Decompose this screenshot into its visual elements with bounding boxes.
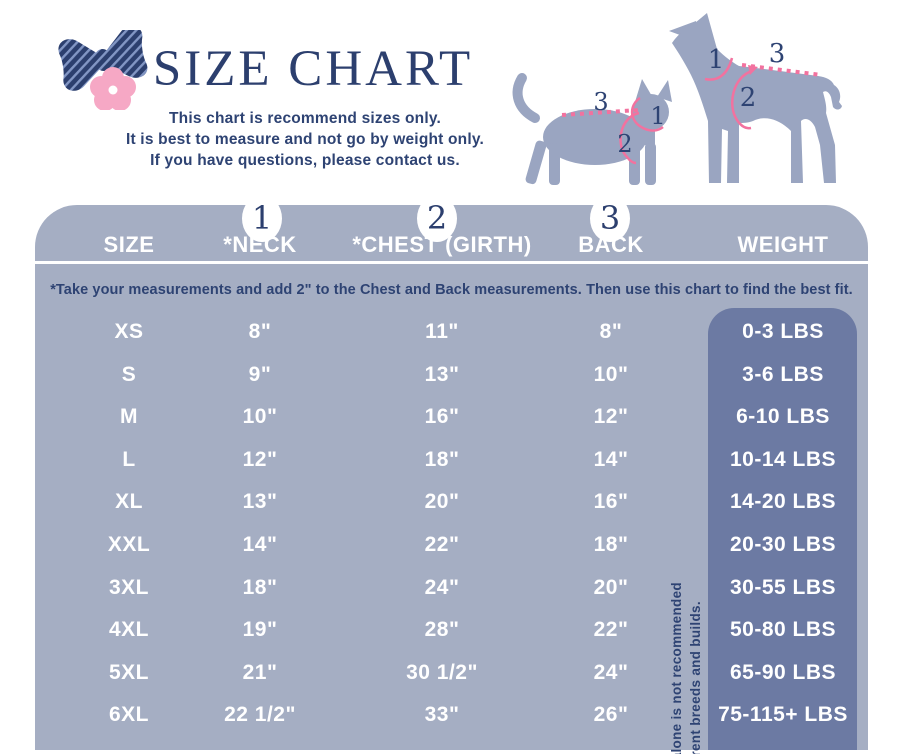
cell-size: L	[122, 447, 136, 471]
table-row: XXL 14" 22" 18" 20-30 LBS	[35, 524, 868, 567]
cell-chest: 24"	[424, 575, 460, 599]
bowtie-flower-graphic	[58, 26, 148, 111]
cell-size: 5XL	[108, 660, 150, 684]
table-row: 3XL 18" 24" 20" 30-55 LBS	[35, 567, 868, 610]
cell-weight: 65-90 LBS	[729, 660, 837, 684]
cell-weight: 14-20 LBS	[729, 490, 837, 514]
dog-measurement-marks: 3 1 2	[704, 39, 822, 130]
dog-chest-number: 2	[740, 83, 757, 113]
size-chart-table: 1 2 3 SIZE *NECK *CHEST (GIRTH) BACK WEI…	[35, 195, 868, 754]
cell-neck: 19"	[242, 618, 278, 642]
cell-size: 3XL	[108, 575, 150, 599]
cell-chest: 30 1/2"	[406, 660, 478, 684]
cell-neck: 22 1/2"	[224, 703, 296, 727]
flower-icon	[90, 67, 136, 111]
cell-neck: 13"	[242, 490, 278, 514]
cell-weight: 50-80 LBS	[729, 618, 837, 642]
table-row: 4XL 19" 28" 22" 50-80 LBS	[35, 609, 868, 652]
step-circle-1: 1	[242, 195, 282, 242]
cell-size: XL	[115, 490, 143, 514]
cell-weight: 75-115+ LBS	[718, 703, 848, 727]
subtitle: This chart is recommend sizes only. It i…	[93, 108, 517, 171]
cell-back: 22"	[593, 618, 629, 642]
cat-silhouette	[512, 73, 672, 185]
cat-neck-number: 1	[650, 102, 665, 130]
bowtie-icon	[58, 26, 148, 91]
subtitle-line-2: It is best to measure and not go by weig…	[125, 131, 485, 148]
cell-chest: 28"	[424, 618, 460, 642]
measurement-note: *Take your measurements and add 2" to th…	[50, 282, 853, 298]
column-header-size: SIZE	[103, 232, 155, 257]
cell-chest: 20"	[424, 490, 460, 514]
cell-back: 14"	[593, 447, 629, 471]
table-rows: XS 8" 11" 8" 0-3 LBS S 9" 13" 10" 3-6 LB…	[35, 311, 868, 737]
weight-column-background	[708, 308, 857, 750]
cell-weight: 20-30 LBS	[729, 532, 837, 556]
cell-size: S	[121, 362, 137, 386]
cell-weight: 10-14 LBS	[729, 447, 837, 471]
cell-size: 4XL	[108, 618, 150, 642]
cat-measurement-marks: 3 1 2	[561, 88, 666, 165]
cell-size: XXL	[107, 532, 151, 556]
cat-chest-number: 2	[617, 130, 632, 158]
cell-neck: 8"	[248, 320, 272, 343]
cell-neck: 12"	[242, 447, 278, 471]
cat-back-number: 3	[593, 88, 608, 116]
cell-back: 26"	[593, 703, 629, 727]
cell-chest: 16"	[424, 405, 460, 429]
cell-back: 20"	[593, 575, 629, 599]
cell-back: 12"	[593, 405, 629, 429]
dog-silhouette	[669, 13, 842, 183]
cell-chest: 18"	[424, 447, 460, 471]
cell-neck: 18"	[242, 575, 278, 599]
pet-measurement-diagram: 3 1 2 3 1 2	[505, 5, 890, 206]
cell-neck: 21"	[242, 660, 278, 684]
table-row: 6XL 22 1/2" 33" 26" 75-115+ LBS	[35, 694, 868, 737]
cell-chest: 33"	[424, 703, 460, 727]
subtitle-line-3: If you have questions, please contact us…	[150, 152, 460, 169]
dog-back-number: 3	[769, 39, 786, 69]
table-row: XS 8" 11" 8" 0-3 LBS	[35, 311, 868, 354]
cell-chest: 22"	[424, 532, 460, 556]
cell-back: 24"	[593, 660, 629, 684]
table-row: M 10" 16" 12" 6-10 LBS	[35, 396, 868, 439]
cell-neck: 10"	[242, 405, 278, 429]
cell-back: 10"	[593, 362, 629, 386]
cell-back: 18"	[593, 532, 629, 556]
cell-weight: 30-55 LBS	[729, 575, 837, 599]
cell-chest: 13"	[424, 362, 460, 386]
step-circle-2: 2	[417, 195, 457, 242]
cell-size: XS	[114, 320, 144, 343]
cell-back: 8"	[599, 320, 623, 343]
table-row: L 12" 18" 14" 10-14 LBS	[35, 439, 868, 482]
cell-size: M	[120, 405, 138, 429]
table-row: S 9" 13" 10" 3-6 LBS	[35, 354, 868, 397]
cell-weight: 0-3 LBS	[742, 320, 824, 343]
logo	[55, 26, 155, 115]
cell-chest: 11"	[425, 320, 459, 343]
step-circle-3: 3	[590, 195, 630, 242]
dog-neck-number: 1	[708, 45, 725, 75]
cell-neck: 9"	[248, 362, 272, 386]
page-title: SIZE CHART	[152, 41, 474, 97]
cell-weight: 6-10 LBS	[736, 405, 830, 429]
cell-back: 16"	[593, 490, 629, 514]
cell-neck: 14"	[242, 532, 278, 556]
table-row: 5XL 21" 30 1/2" 24" 65-90 LBS	[35, 652, 868, 695]
cell-size: 6XL	[108, 703, 150, 727]
table-row: XL 13" 20" 16" 14-20 LBS	[35, 481, 868, 524]
header-separator-line	[35, 261, 868, 264]
column-header-weight: WEIGHT	[737, 232, 829, 257]
subtitle-line-1: This chart is recommend sizes only.	[168, 110, 442, 127]
cell-weight: 3-6 LBS	[742, 362, 824, 386]
